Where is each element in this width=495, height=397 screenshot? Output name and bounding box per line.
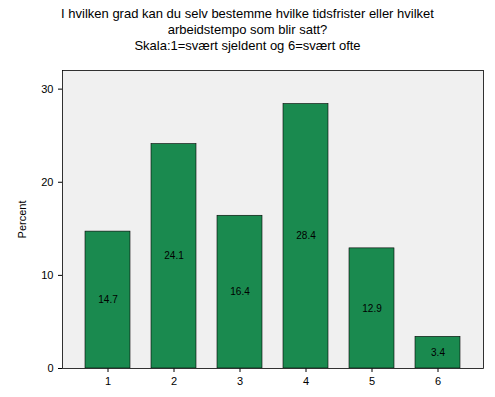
svg-text:14.7: 14.7 <box>98 294 118 305</box>
svg-text:10: 10 <box>41 269 53 281</box>
svg-text:28.4: 28.4 <box>296 230 316 241</box>
svg-text:3.4: 3.4 <box>431 347 445 358</box>
svg-text:Percent: Percent <box>16 201 28 239</box>
svg-text:4: 4 <box>303 375 309 387</box>
svg-text:1: 1 <box>105 375 111 387</box>
svg-text:24.1: 24.1 <box>164 250 184 261</box>
svg-text:2: 2 <box>171 375 177 387</box>
html-text:I hvilken grad kan du selv bes: I hvilken grad kan du selv bestemme hvil… <box>61 6 434 37</box>
svg-text:30: 30 <box>41 83 53 95</box>
svg-text:5: 5 <box>369 375 375 387</box>
svg-text:3: 3 <box>237 375 243 387</box>
svg-text:12.9: 12.9 <box>362 303 382 314</box>
svg-text:0: 0 <box>47 362 53 374</box>
svg-text:16.4: 16.4 <box>230 286 250 297</box>
svg-text:20: 20 <box>41 176 53 188</box>
html-text:Skala:1=svært sjeldent og 6=sv: Skala:1=svært sjeldent og 6=svært ofte <box>134 38 361 53</box>
svg-text:6: 6 <box>435 375 441 387</box>
